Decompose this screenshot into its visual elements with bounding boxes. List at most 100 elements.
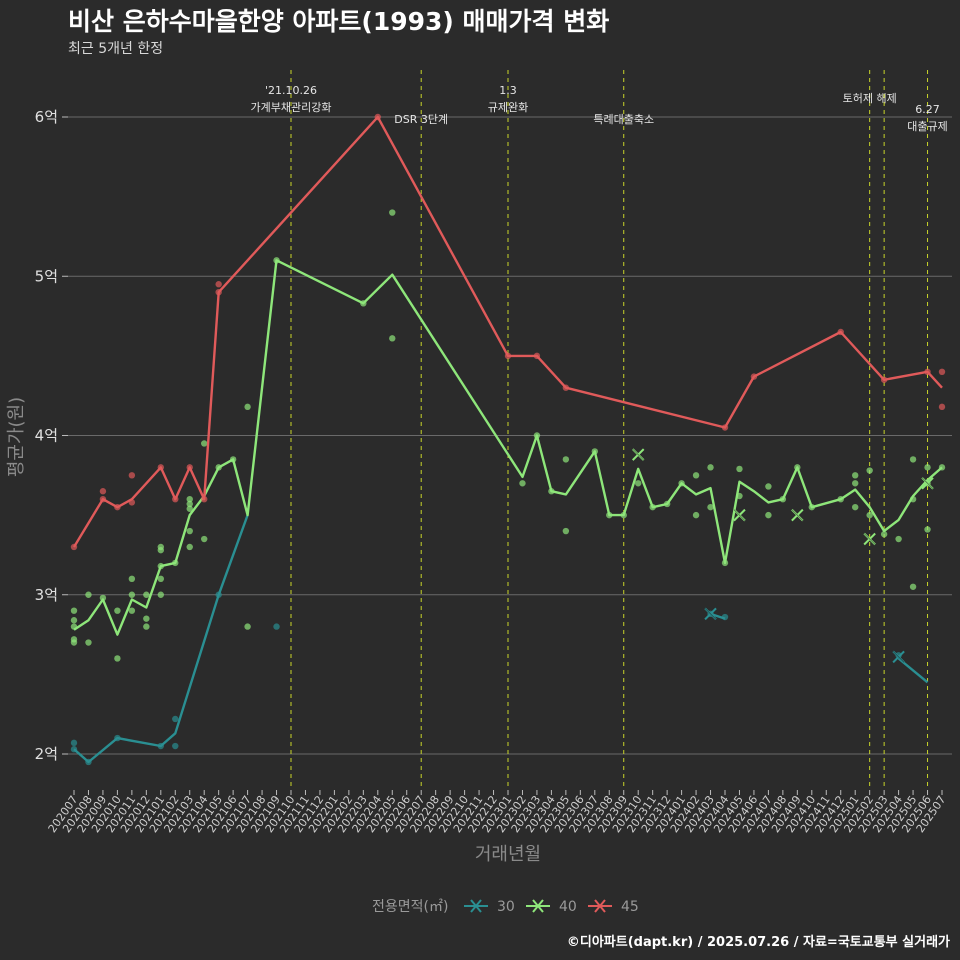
series-40-point — [866, 467, 873, 474]
series-45-point — [215, 281, 222, 288]
series-30-line — [710, 612, 726, 620]
x-axis-ticks: 2020072020082020092020102020112020122021… — [46, 790, 948, 835]
series-40-point — [128, 591, 136, 598]
event-label: 규제완화 — [488, 101, 528, 114]
event-label: 대출규제 — [907, 120, 947, 133]
series-30-point — [895, 652, 902, 659]
y-tick-label: 5억 — [35, 267, 58, 285]
y-axis-title: 평균가(원) — [6, 397, 27, 477]
series-40-point — [389, 335, 396, 342]
series-40-point — [85, 591, 92, 598]
x-axis-title: 거래년월 — [475, 844, 541, 865]
series-40-point — [143, 623, 150, 630]
series-40-point — [924, 526, 931, 533]
series-40-point — [186, 543, 193, 551]
series-40-point — [157, 546, 164, 554]
series-40-point — [909, 456, 917, 463]
series-40-point — [692, 511, 700, 519]
y-axis-ticks: 2억 3억 4억 5억 6억 — [35, 108, 68, 763]
chart-title: 비산 은하수마을한양 아파트(1993) 매매가격 변화 — [68, 7, 610, 36]
series-40-point — [157, 575, 164, 583]
series-45-point — [128, 472, 136, 479]
series-40-point — [707, 503, 714, 511]
series-40-point — [186, 505, 193, 512]
series-40-point — [852, 503, 859, 511]
event-label: 6.27 — [915, 103, 940, 116]
series-40-point — [186, 500, 193, 508]
series-40-cross-marker — [733, 508, 746, 522]
series-40-point — [895, 535, 902, 543]
y-tick-label: 4억 — [35, 427, 58, 445]
y-tick-label: 2억 — [35, 745, 58, 763]
event-label: 토허제 해제 — [843, 91, 897, 105]
series-40-point — [157, 591, 164, 598]
legend-item-45: 45 — [588, 899, 639, 915]
series-40-cross-marker — [791, 508, 804, 522]
series-40-point — [866, 511, 873, 519]
series-40-point — [201, 535, 208, 543]
series-45-point — [938, 368, 946, 375]
legend-label: 40 — [559, 899, 577, 915]
y-tick-label: 6억 — [35, 108, 58, 126]
series-40-point — [85, 639, 92, 646]
series-40-point — [143, 615, 150, 622]
legend-label: 30 — [497, 899, 515, 915]
series-40-point — [201, 440, 208, 447]
legend-item-30: 30 — [464, 899, 515, 915]
series-40-point — [635, 480, 642, 487]
event-label: 1.3 — [499, 84, 517, 97]
series-40-point — [128, 575, 136, 583]
series-30-cross-marker — [704, 607, 717, 621]
series-40-point — [186, 527, 193, 535]
series-40-point — [128, 607, 136, 614]
legend: 전용면적(㎡) 30 40 45 — [372, 899, 639, 915]
series-40-point — [186, 496, 193, 503]
series-30-point — [172, 715, 179, 723]
series-40-line — [73, 259, 943, 636]
series-40-point — [909, 583, 917, 590]
series-40-point — [244, 403, 251, 411]
series-30-point — [273, 623, 280, 630]
legend-item-40: 40 — [526, 899, 577, 915]
series-40-point — [765, 511, 772, 519]
series-40-point — [562, 456, 570, 463]
series-40-point — [852, 480, 859, 487]
series-40-point — [562, 527, 570, 535]
series-40-point — [736, 465, 743, 473]
series-40-point — [70, 639, 78, 646]
series-40-cross-marker — [631, 448, 645, 461]
event-label: 특례대출축소 — [593, 113, 654, 126]
series-45-point — [938, 403, 946, 411]
series-40-point — [114, 607, 121, 614]
series-30-point — [172, 742, 179, 750]
series-40-point — [880, 531, 888, 538]
y-tick-label: 3억 — [35, 586, 58, 604]
series-40-point — [70, 617, 78, 624]
series-40-cross-marker — [921, 477, 934, 490]
series-40-point — [692, 472, 700, 479]
series-40-point — [852, 472, 859, 479]
event-label: 가계부채관리강화 — [251, 101, 332, 114]
series-30-cross-marker — [892, 650, 905, 664]
series-40-point — [114, 655, 121, 662]
series-40-point — [707, 464, 714, 471]
series-40-point — [765, 483, 772, 490]
source-caption: ©디아파트(dapt.kr) / 2025.07.26 / 자료=국토교통부 실… — [566, 935, 950, 950]
series-30-point — [70, 739, 78, 747]
series-40-point — [99, 594, 107, 602]
grid-lines — [68, 116, 952, 755]
chart-subtitle: 최근 5개년 한정 — [68, 41, 164, 57]
legend-label: 45 — [621, 899, 639, 915]
series-40-point — [143, 591, 150, 598]
series-40-point — [519, 480, 526, 487]
series-45-line — [72, 115, 943, 548]
series-40-point — [70, 607, 78, 614]
legend-title: 전용면적(㎡) — [372, 899, 448, 915]
series-40-point — [924, 464, 931, 471]
series-layer — [70, 113, 946, 766]
series-40-point — [389, 209, 396, 216]
event-label: DSR 3단계 — [394, 113, 448, 126]
series-30-line — [73, 514, 249, 764]
